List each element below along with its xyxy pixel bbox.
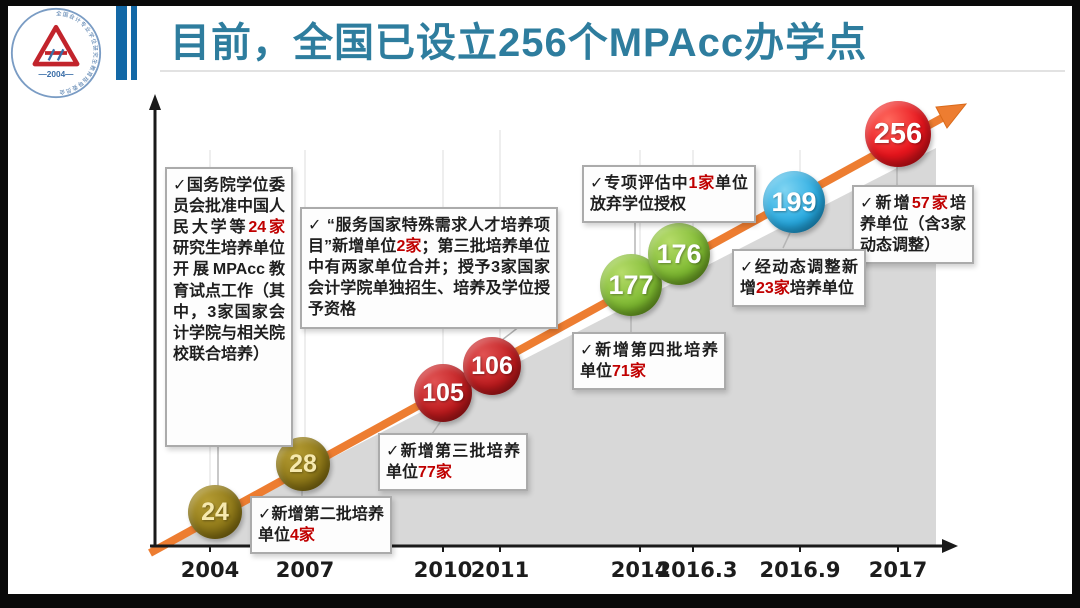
logo-blue-stroke <box>47 48 56 61</box>
data-point-value: 177 <box>608 269 654 300</box>
logo-blue-stroke <box>56 48 65 61</box>
slide-border <box>0 0 1080 6</box>
y-axis-arrow-icon <box>149 94 161 110</box>
annotation-text: ✓国务院学位委员会批准中国人民大学等 <box>173 177 286 237</box>
annotation-2016-9: ✓经动态调整新增23家培养单位 <box>732 249 866 308</box>
x-axis-labels: 2004 2007 2010 2011 2014 2016.3 2016.9 2… <box>181 558 927 582</box>
annotation-text: 培养单位（含3家动态调整） <box>860 195 966 255</box>
annotation-highlight: 4家 <box>290 527 315 545</box>
annotation-text: ✓新增第四批培养单位 <box>580 342 718 381</box>
logo-seal-icon: 全国会计专业学位研究生教育指导委员会 —2004— <box>10 7 102 99</box>
x-tick-label: 2014 <box>611 558 669 582</box>
slide-border <box>0 594 1080 608</box>
annotation-2014: ✓新增第四批培养单位71家 <box>572 332 726 391</box>
connectors <box>217 167 898 498</box>
data-point-value: 199 <box>771 186 817 217</box>
logo-year: —2004— <box>39 70 75 79</box>
annotation-2007: ✓新增第二批培养单位4家 <box>250 496 392 555</box>
annotation-highlight: 2家 <box>396 238 422 256</box>
title-accent-bar <box>131 6 137 80</box>
annotation-2010: ✓新增第三批培养单位77家 <box>378 433 528 492</box>
data-point-value: 176 <box>656 238 702 269</box>
data-point-value: 256 <box>873 117 923 150</box>
annotation-text: ✓新增第二批培养单位 <box>258 506 384 545</box>
data-point-value: 28 <box>289 449 317 478</box>
annotation-text: 培养单位 <box>789 280 854 298</box>
annotation-2017: ✓新增57家培养单位（含3家动态调整） <box>852 185 974 265</box>
trend-arrowhead-icon <box>935 103 968 129</box>
slide-title: 目前，全国已设立256个MPAcc办学点 <box>170 21 868 65</box>
data-point-value: 106 <box>471 351 513 380</box>
data-point-2004: 24 <box>188 485 242 539</box>
shaded-area <box>160 148 936 546</box>
title-underline <box>160 70 1065 72</box>
annotation-2011: ✓ “服务国家特殊需求人才培养项目”新增单位2家；第三批培养单位中有两家单位合并… <box>300 207 558 329</box>
annotation-highlight: 71家 <box>612 363 646 381</box>
annotation-text: 研究生培养单位开展MPAcc教育试点工作（其中，3家国家会计学院与相关院校联合培… <box>173 240 286 363</box>
slide-border <box>1072 0 1080 608</box>
x-tick-label: 2004 <box>181 558 239 582</box>
logo-triangle-a <box>32 24 80 67</box>
annotation-2016-3: ✓专项评估中1家单位放弃学位授权 <box>582 165 756 224</box>
annotation-text: ✓新增第三批培养单位 <box>386 443 520 482</box>
data-point-value: 105 <box>422 378 464 407</box>
annotation-text: ✓专项评估中 <box>590 175 689 192</box>
slide-border <box>0 0 8 608</box>
x-tick-label: 2010 <box>414 558 472 582</box>
data-point-2016-3: 176 <box>648 223 710 285</box>
x-tick-label: 2011 <box>471 558 529 582</box>
data-point-2014: 177 <box>600 254 662 316</box>
annotation-text: 单位放弃学位授权 <box>590 175 748 214</box>
annotation-highlight: 57家 <box>911 195 950 212</box>
x-tick-label: 2017 <box>869 558 927 582</box>
data-point-2017: 256 <box>865 101 931 167</box>
connector-line <box>431 420 442 435</box>
annotation-highlight: 23家 <box>756 280 790 298</box>
annotation-highlight: 77家 <box>418 464 452 482</box>
annotation-text: ✓ “服务国家特殊需求人才培养项目”新增单位 <box>308 217 550 256</box>
annotation-highlight: 1家 <box>688 175 716 192</box>
x-tick-label: 2016.3 <box>656 558 737 582</box>
data-point-value: 24 <box>201 497 229 526</box>
x-tick-label: 2016.9 <box>759 558 840 582</box>
data-point-2011: 106 <box>463 337 521 395</box>
x-axis-arrow-icon <box>942 539 958 553</box>
annotation-2004: ✓国务院学位委员会批准中国人民大学等24家研究生培养单位开展MPAcc教育试点工… <box>165 167 293 447</box>
x-tick-label: 2007 <box>276 558 334 582</box>
data-point-2010: 105 <box>414 364 472 422</box>
title-accent-bar <box>116 6 127 80</box>
annotation-text: ；第三批培养单位中有两家单位合并；授予3家国家会计学院单独招生、培养及学位授予资… <box>308 238 550 319</box>
data-point-2016-9: 199 <box>763 171 825 233</box>
logo: 全国会计专业学位研究生教育指导委员会 —2004— <box>10 7 102 99</box>
annotation-text: ✓新增 <box>860 195 912 212</box>
logo-emblem <box>32 24 80 67</box>
connector-line <box>782 232 791 249</box>
annotation-text: ✓经动态调整新增 <box>740 259 858 298</box>
annotation-highlight: 24家 <box>248 219 285 237</box>
